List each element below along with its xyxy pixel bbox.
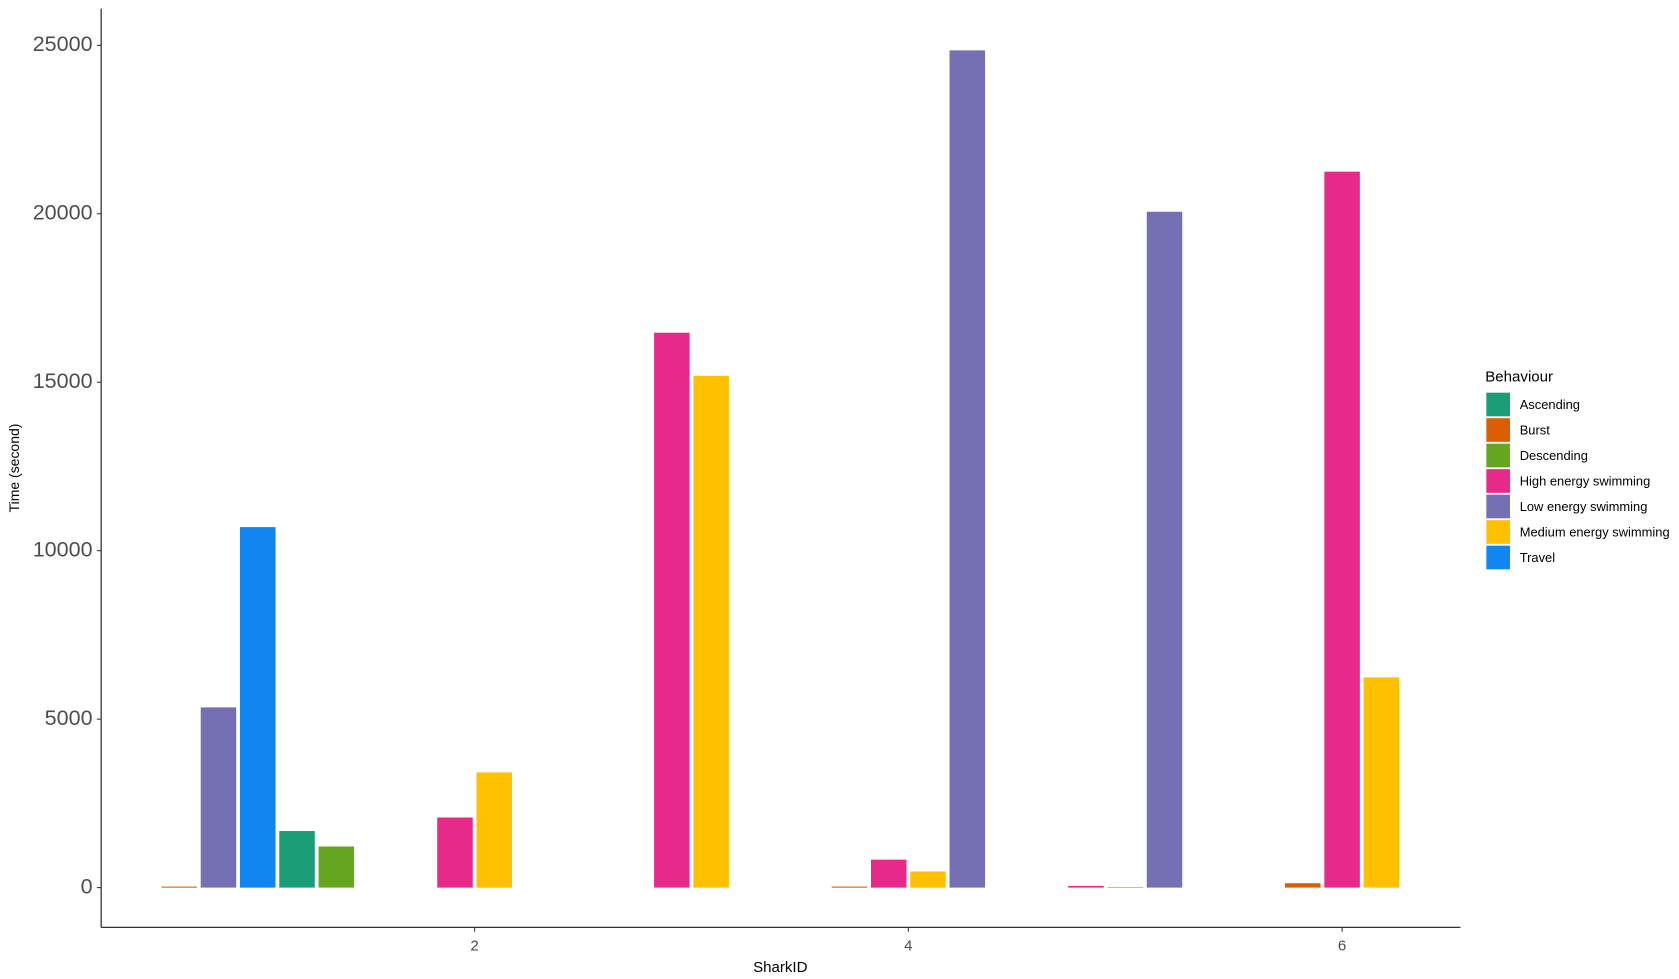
y-tick-label: 10000 (33, 537, 93, 561)
bar (949, 50, 986, 888)
legend-swatch (1486, 392, 1511, 417)
bar (239, 527, 276, 888)
y-tick-label: 0 (81, 874, 93, 898)
bar (161, 886, 197, 888)
bar (693, 375, 729, 888)
y-tick-label: 20000 (33, 200, 93, 224)
legend-swatch (1486, 494, 1511, 519)
bar (200, 707, 237, 888)
bar (1146, 211, 1183, 888)
bar (476, 772, 513, 888)
legend-swatch (1486, 520, 1511, 544)
legend-swatch (1486, 443, 1511, 468)
bar (1068, 885, 1104, 888)
y-axis-title: Time (second) (6, 424, 22, 513)
x-tick-label: 2 (470, 938, 478, 955)
legend-title: Behaviour (1485, 369, 1553, 386)
y-tick-label: 5000 (45, 706, 93, 730)
legend-label: Descending (1520, 448, 1588, 463)
bar (910, 871, 946, 888)
bar (1107, 886, 1143, 889)
legend-label: Travel (1520, 550, 1555, 565)
bar (279, 831, 315, 888)
bar (437, 817, 473, 888)
bar (831, 886, 868, 888)
bar (1285, 883, 1321, 888)
y-tick-label: 15000 (33, 369, 93, 393)
bar (318, 846, 355, 888)
x-tick-label: 4 (904, 938, 912, 955)
bar (1363, 677, 1400, 888)
legend-label: Low energy swimming (1520, 499, 1648, 514)
legend-label: Burst (1520, 422, 1551, 437)
legend-label: Ascending (1520, 397, 1580, 412)
bar (870, 859, 907, 888)
legend-swatch (1486, 418, 1511, 442)
legend-swatch (1486, 545, 1511, 570)
legend-label: High energy swimming (1520, 473, 1651, 488)
legend-label: Medium energy swimming (1520, 524, 1670, 539)
x-axis-title: SharkID (753, 959, 807, 976)
y-tick-label: 25000 (33, 32, 93, 56)
x-tick-label: 6 (1338, 938, 1346, 955)
legend-swatch (1486, 469, 1511, 493)
bar (1324, 171, 1360, 888)
bar (654, 332, 690, 888)
